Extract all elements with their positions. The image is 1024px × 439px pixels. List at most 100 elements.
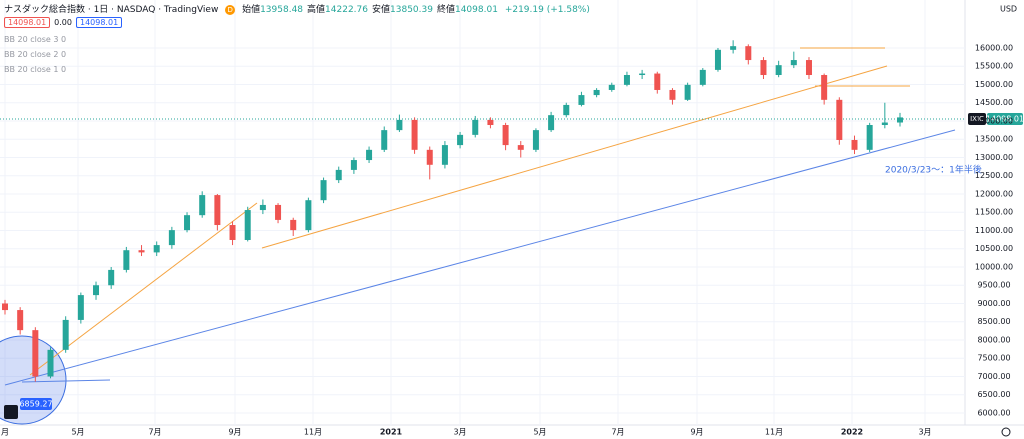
x-tick-label: 月 [1,428,9,437]
trend-line [21,379,111,383]
candle-body [897,117,903,123]
chips: 14098.01 0.00 14098.01 [4,17,126,28]
candle-body [760,60,767,76]
y-tick-label: 8000.00 [977,335,1010,344]
candle-body [457,134,464,146]
ohlc-value: 13850.39 [390,5,433,15]
symbol-bg [968,113,986,125]
candle-body [730,46,737,50]
candle-body [699,69,706,85]
candle-body [441,145,448,165]
candle-body [669,89,676,100]
indicator[interactable]: BB 20 close 2 0 [4,50,67,59]
ohlc-label: 始値 [242,5,261,15]
low-label-bg [20,398,52,410]
candle-body [548,115,555,131]
x-tick-label: 7月 [611,428,624,437]
x-tick-label: 2021 [380,428,403,437]
candle-body [77,295,84,320]
candle-body [335,169,342,181]
candle-body [259,204,266,211]
candle-body [881,122,888,126]
chip[interactable]: 14098.01 [4,17,51,28]
candle-body [168,230,175,246]
candle-body [17,310,24,331]
candle-body [714,49,721,70]
chip[interactable]: 14098.01 [75,17,123,28]
y-tick-label: 12000.00 [975,189,1013,198]
candle-body [623,75,630,85]
x-tick-label: 5月 [533,428,546,437]
y-tick-label: 11500.00 [975,208,1013,217]
candle-body [275,204,282,220]
currency: USD [1000,5,1017,14]
candle-body [93,285,100,296]
price-tag-bg [987,113,1023,125]
indicator[interactable]: BB 20 close 3 0 [4,35,67,44]
ohlc-value: 14222.76 [325,5,368,15]
candle-body [578,95,585,105]
y-tick-label: 11000.00 [975,226,1013,235]
ohlc-label: 高値 [307,5,326,15]
candle-body [244,210,251,240]
candle-body [426,149,433,165]
candle-body [745,46,752,61]
candle-body [790,60,797,66]
candle-body [775,65,782,76]
candle-body [123,250,130,270]
candle-body [138,250,145,253]
candle-body [411,119,418,150]
candle-body [199,195,206,216]
price-tag: 14098.01 [986,115,1024,124]
y-tick-label: 13500.00 [975,135,1013,144]
candle-body [654,73,661,90]
candle-body [108,269,115,286]
candle-body [153,245,160,253]
x-tick-label: 5月 [71,428,84,437]
y-tick-label: 15500.00 [975,62,1013,71]
candle-body [805,60,812,76]
x-tick-label: 2022 [841,428,863,437]
trend-line [261,65,888,249]
candle-body [593,89,600,96]
title: ナスダック総合指数 · 1日 · NASDAQ · TradingView [4,5,219,15]
ohlc-value: 14098.01 [454,5,498,15]
candle-body [229,225,236,240]
ohlc: 始値13958.48 高値14222.76 安値13850.39 終値14098.01 [242,5,502,15]
candle-body [472,119,479,135]
candle-body [532,130,539,150]
candle-body [62,319,69,350]
candle-body [366,149,373,161]
logo [4,405,18,419]
y-tick-label: 8500.00 [977,317,1010,326]
candle-body [2,303,8,311]
candle-body [836,99,843,140]
y-tick-label: 12500.00 [975,171,1013,180]
candle-body [350,160,357,170]
low-label: 6859.27 [19,400,52,409]
candle-body [320,180,327,201]
candle-body [563,104,570,116]
x-tick-label: 11月 [765,428,783,437]
x-tick-label: 7月 [148,428,161,437]
candle-body [684,84,691,100]
change: +219.19 (+1.58%) [504,5,590,15]
candle-body [608,84,615,90]
y-tick-label: 13000.00 [975,153,1013,162]
badge: D [225,5,236,15]
annotation: 2020/3/23〜：1年半後 [885,164,982,176]
y-tick-label: 10500.00 [975,244,1013,253]
candle-body [487,119,494,126]
ohlc-value: 13958.48 [260,5,304,15]
y-tick-label: 9000.00 [977,299,1010,308]
y-tick-label: 6500.00 [977,390,1010,399]
y-tick-label: 14500.00 [975,98,1013,107]
settings-icon[interactable] [1001,427,1011,437]
candle-body [821,75,828,100]
indicator[interactable]: BB 20 close 1 0 [4,65,67,74]
chip: 0.00 [54,18,72,27]
y-tick-label: 16000.00 [975,43,1013,52]
candle-body [305,200,312,231]
